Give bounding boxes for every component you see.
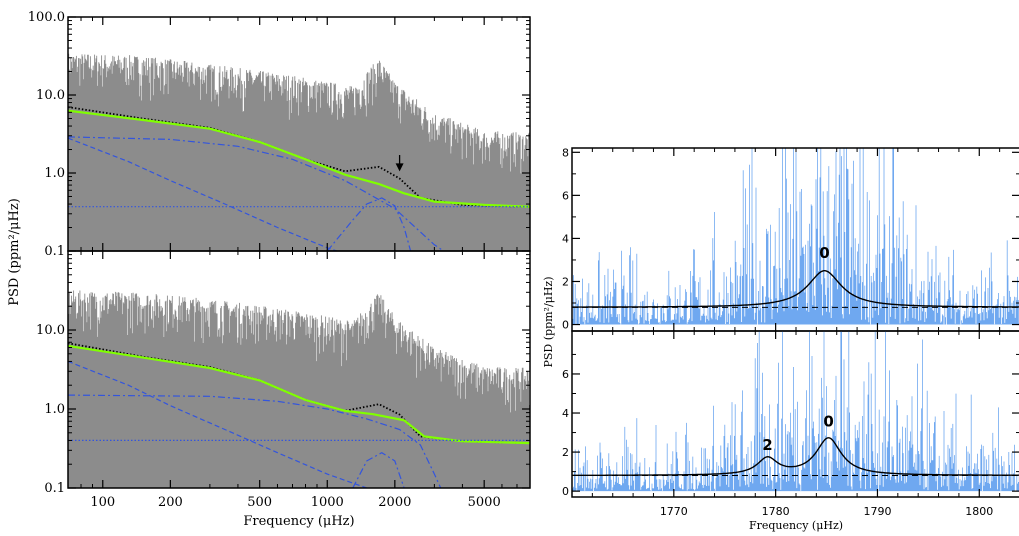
- x-tick-label: 1780: [762, 505, 790, 518]
- right-top-psd-spectrum: [572, 148, 1019, 325]
- lorentzian-model-line: [572, 437, 1019, 476]
- y-tick-label: 6: [562, 368, 569, 381]
- component-2-line: [68, 360, 367, 488]
- gaussian-envelope-line: [352, 452, 405, 488]
- mode-degree-label: 0: [819, 244, 829, 262]
- component-1-line: [68, 394, 442, 488]
- y-tick-label: 10.0: [36, 323, 65, 338]
- x-tick-label: 1790: [863, 505, 891, 518]
- left-bottom-model-lines: [68, 342, 530, 488]
- y-tick-label: 4: [562, 232, 569, 245]
- y-tick-label: 0.1: [44, 481, 65, 496]
- psd-spectrum-lines: [572, 148, 1019, 325]
- right-bottom-model: [572, 437, 1019, 477]
- gaussian-envelope-line: [326, 197, 412, 251]
- left-bottom-frame: [67, 250, 531, 489]
- y-tick-label: 2: [562, 446, 569, 459]
- left-bottom-psd-spectrum: [68, 290, 530, 488]
- x-tick-label: 100: [90, 495, 115, 510]
- y-tick-label: 1.0: [44, 402, 65, 417]
- y-tick-label: 10.0: [36, 88, 65, 103]
- y-tick-label: 4: [562, 407, 569, 420]
- psd-spectrum-lines: [68, 290, 530, 488]
- y-tick-label: 100.0: [28, 10, 65, 25]
- right-top-model: [572, 270, 1019, 308]
- psd-spectrum-lines: [68, 53, 530, 251]
- right-top-peak-labels: 0: [819, 244, 829, 262]
- x-tick-label: 1770: [660, 505, 688, 518]
- x-tick-label: 1800: [965, 505, 993, 518]
- right-bottom-peak-labels: 20: [762, 413, 834, 454]
- x-tick-label: 5000: [468, 495, 501, 510]
- y-tick-label: 1.0: [44, 166, 65, 181]
- y-tick-label: 8: [562, 146, 569, 159]
- x-tick-label: 200: [158, 495, 183, 510]
- left-xlabel: Frequency (μHz): [243, 514, 354, 529]
- left-top-psd-spectrum: [68, 53, 530, 251]
- left-top-arrow-annotation: [395, 155, 404, 172]
- mode-degree-label: 2: [762, 436, 772, 454]
- right-bottom-ticks: 0 2 4 6 1770 1780 1790 1800: [562, 331, 1019, 518]
- left-top-panel: 0.1 1.0 10.0 100.0: [28, 10, 531, 259]
- lorentzian-model-line: [572, 270, 1019, 308]
- right-top-panel: 0 2 4 6 8 0: [562, 146, 1019, 332]
- right-bottom-psd-spectrum: [572, 331, 1019, 492]
- right-xlabel: Frequency (μHz): [749, 519, 843, 532]
- left-bottom-ticks: 0.1 1.0 10.0 100 200 500 1000 2000 5000: [36, 251, 530, 510]
- background-fit-line: [68, 344, 530, 445]
- y-tick-label: 0.1: [44, 244, 65, 259]
- y-tick-label: 6: [562, 189, 569, 202]
- y-tick-label: 0: [562, 319, 569, 332]
- left-ylabel: PSD (ppm²/μHz): [7, 198, 22, 306]
- left-top-ticks: 0.1 1.0 10.0 100.0: [28, 10, 530, 259]
- x-tick-label: 500: [247, 495, 272, 510]
- arrow-head: [395, 163, 404, 172]
- background-fit-line: [68, 109, 530, 208]
- left-bottom-panel: 0.1 1.0 10.0 100 200 500 1000 2000 5000: [36, 250, 531, 510]
- y-tick-label: 0: [562, 485, 569, 498]
- full-model-line: [68, 106, 530, 208]
- right-ylabel: PSD (ppm²/μHz): [542, 276, 555, 367]
- psd-spectrum-lines: [572, 331, 1019, 492]
- x-tick-label: 2000: [378, 495, 411, 510]
- y-tick-label: 2: [562, 275, 569, 288]
- mode-degree-label: 0: [823, 413, 833, 431]
- x-tick-label: 1000: [311, 495, 344, 510]
